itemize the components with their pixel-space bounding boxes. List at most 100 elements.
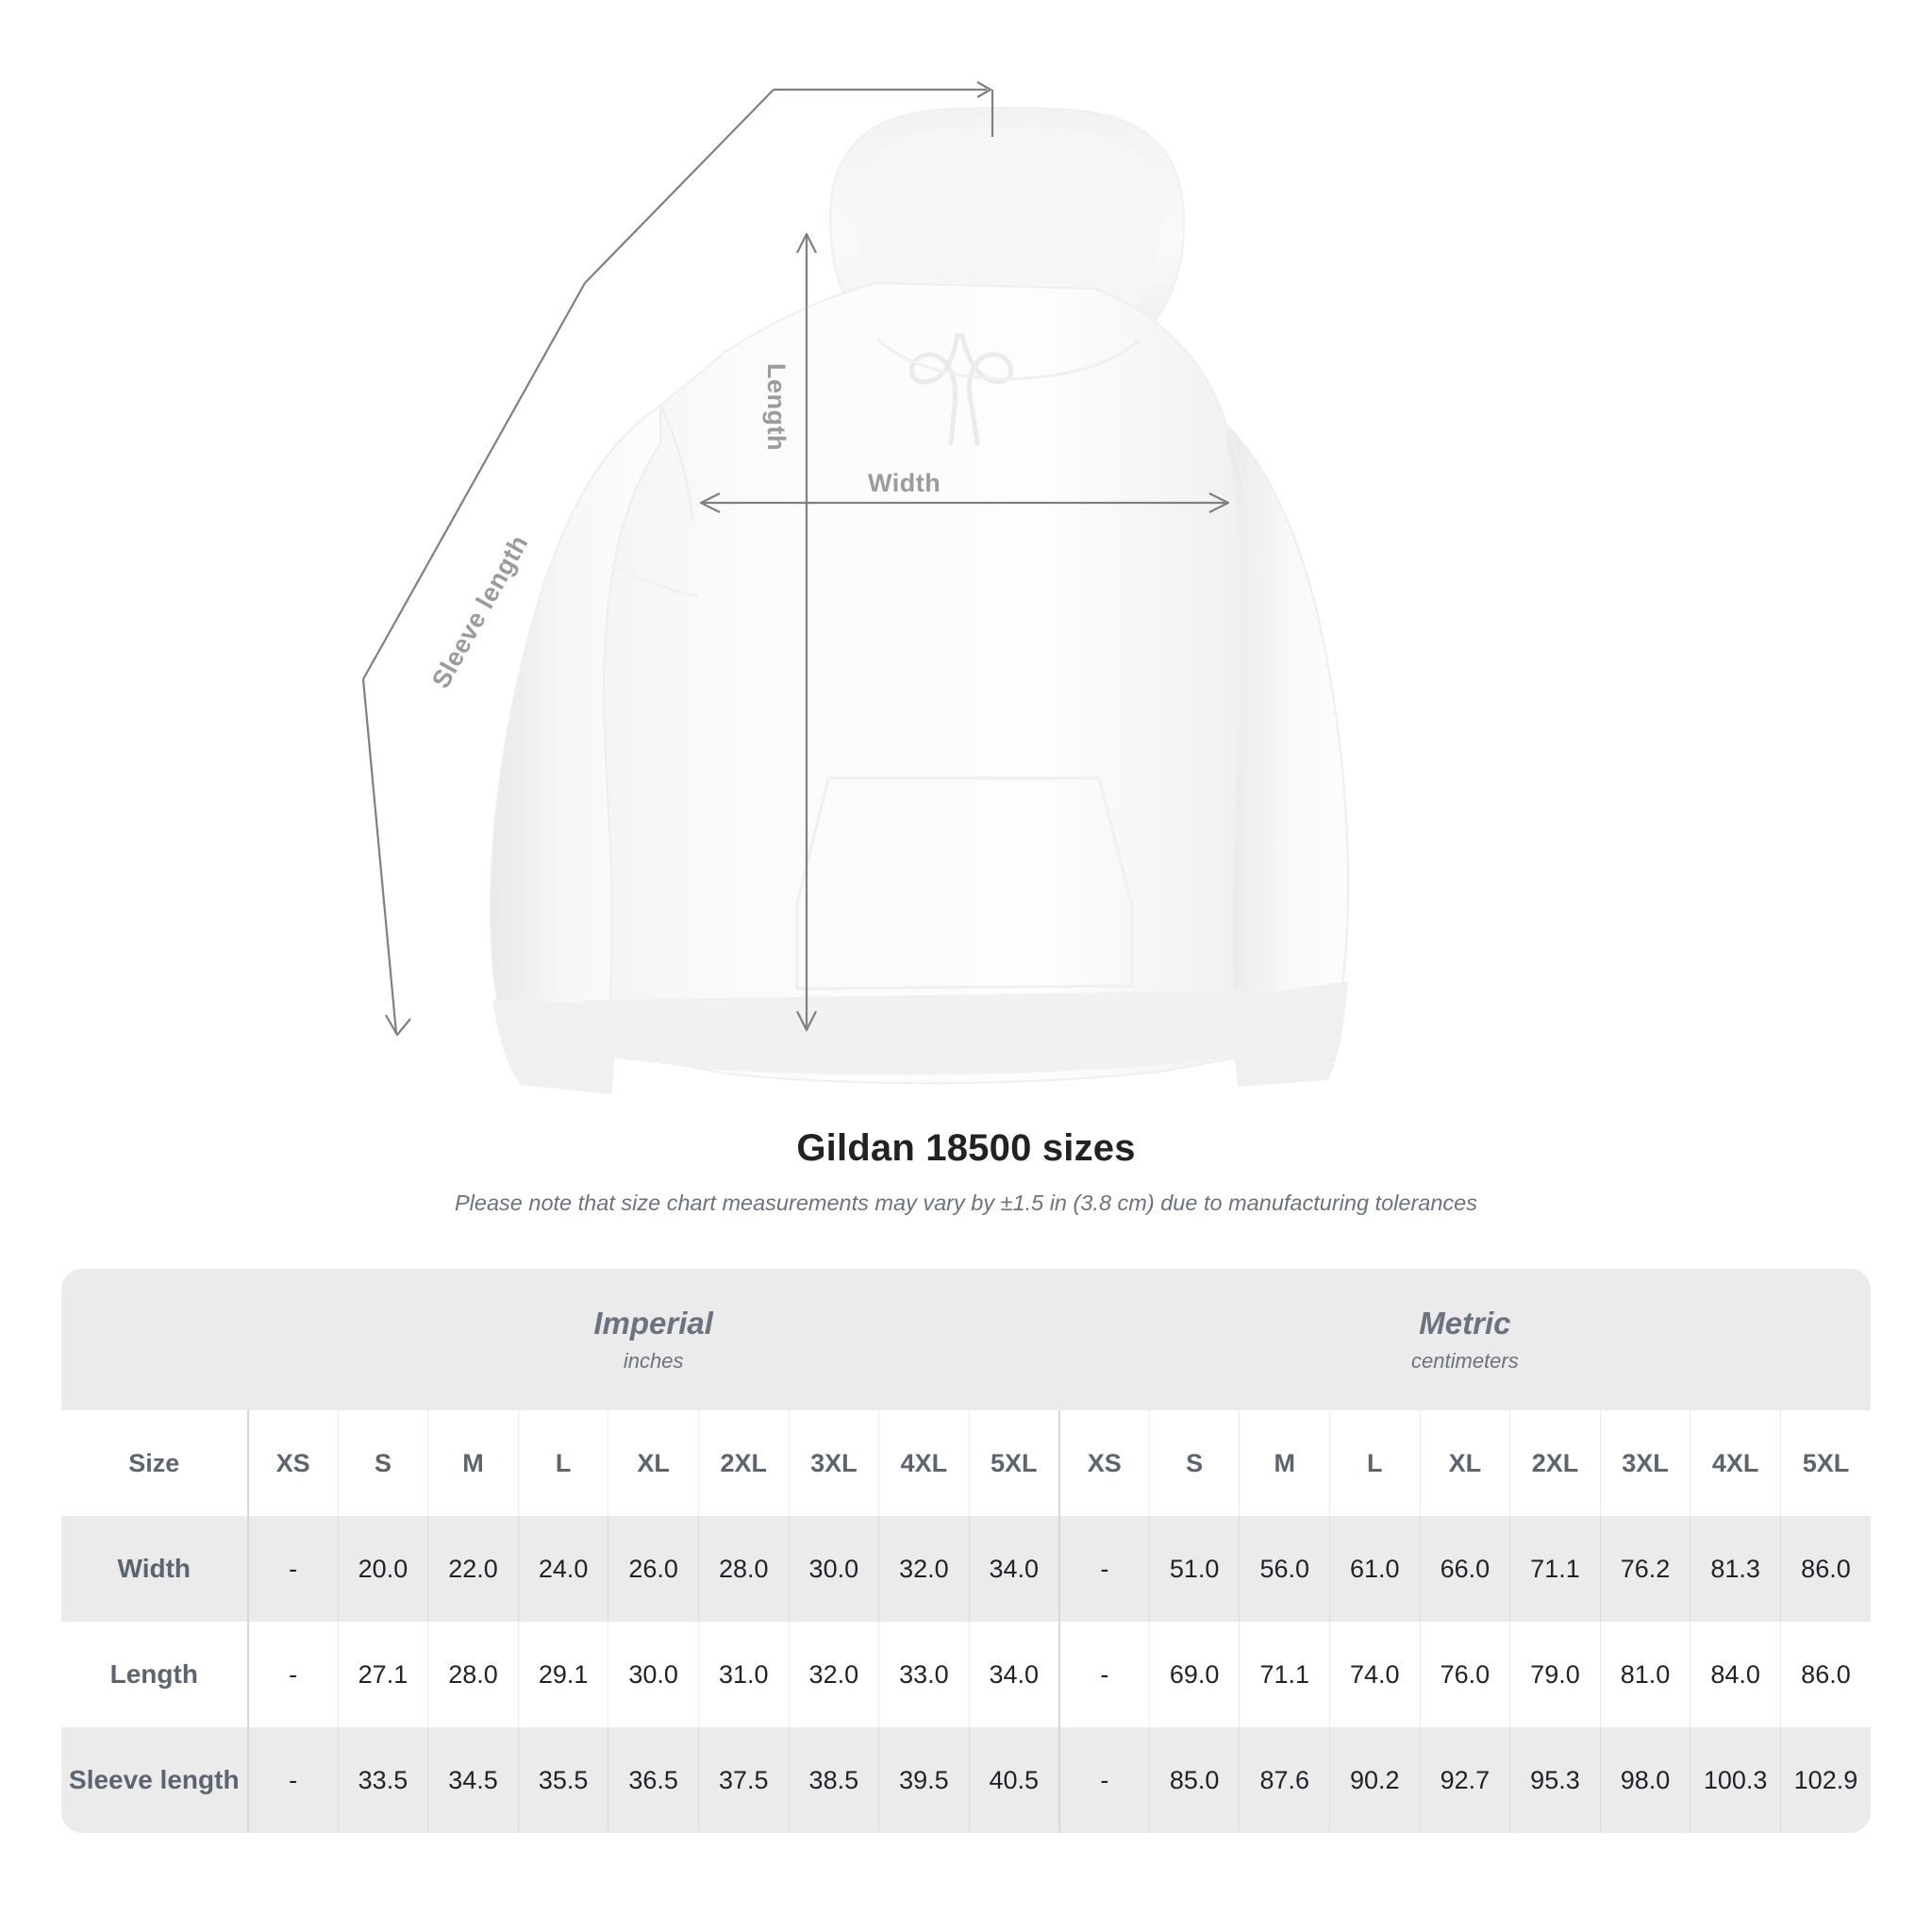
unit-group-imperial-sub: inches [623,1348,684,1373]
cell-sleeve-metric-4xl: 100.3 [1690,1727,1781,1833]
cell-length-metric-xl: 76.0 [1419,1622,1510,1727]
cell-sleeve-imperial-5xl: 40.5 [968,1727,1059,1833]
cell-width-imperial-5xl: 34.0 [968,1516,1059,1622]
unit-group-metric-name: Metric [1419,1306,1511,1341]
cell-sleeve-metric-3xl: 98.0 [1599,1727,1690,1833]
size-header-metric-4xl: 4XL [1690,1410,1781,1516]
cell-length-imperial-5xl: 34.0 [968,1622,1059,1727]
length-dimension-label: Length [762,363,791,451]
cell-length-imperial-2xl: 31.0 [697,1622,790,1727]
hoodie-shape [489,106,1350,1094]
cell-width-metric-s: 51.0 [1148,1516,1240,1622]
garment-diagram: Length Width Sleeve length [361,81,1350,1094]
cell-width-imperial-s: 20.0 [337,1516,428,1622]
cell-length-imperial-3xl: 32.0 [788,1622,879,1727]
cell-width-imperial-4xl: 32.0 [878,1516,970,1622]
size-header-metric-xs: XS [1058,1410,1150,1516]
cell-length-metric-l: 74.0 [1329,1622,1421,1727]
cell-sleeve-metric-s: 85.0 [1148,1727,1240,1833]
size-header-row: Size XS S M L XL 2XL 3XL 4XL 5XL XS S M … [61,1410,1871,1516]
hoodie-illustration [361,81,1350,1094]
width-dimension-label: Width [868,469,941,497]
size-table-container: Imperial inches Metric centimeters Size … [61,1269,1871,1833]
size-header-imperial-4xl: 4XL [878,1410,970,1516]
size-header-metric-5xl: 5XL [1779,1410,1871,1516]
size-header-label: Size [61,1410,248,1516]
measurement-lines [361,81,1230,1037]
cell-width-imperial-3xl: 30.0 [788,1516,879,1622]
table-row: Width - 20.0 22.0 24.0 26.0 28.0 30.0 32… [61,1516,1871,1622]
cell-width-metric-l: 61.0 [1329,1516,1421,1622]
cell-width-metric-m: 56.0 [1239,1516,1330,1622]
size-header-imperial-5xl: 5XL [968,1410,1059,1516]
cell-sleeve-imperial-xs: - [246,1727,339,1833]
cell-width-imperial-xs: - [246,1516,339,1622]
size-header-metric-l: L [1329,1410,1421,1516]
size-header-imperial-s: S [337,1410,428,1516]
cell-width-metric-3xl: 76.2 [1599,1516,1690,1622]
cell-width-metric-4xl: 81.3 [1690,1516,1781,1622]
title-block: Gildan 18500 sizes Please note that size… [0,1127,1932,1216]
cell-width-metric-xl: 66.0 [1419,1516,1510,1622]
cell-length-metric-xs: - [1058,1622,1150,1727]
unit-group-metric-sub: centimeters [1411,1348,1519,1373]
cell-length-imperial-m: 28.0 [427,1622,519,1727]
cell-sleeve-metric-xl: 92.7 [1419,1727,1510,1833]
size-header-metric-m: M [1239,1410,1330,1516]
size-header-metric-2xl: 2XL [1509,1410,1601,1516]
cell-width-metric-5xl: 86.0 [1779,1516,1871,1622]
size-header-metric-s: S [1148,1410,1240,1516]
page-title: Gildan 18500 sizes [796,1127,1136,1169]
size-header-imperial-2xl: 2XL [697,1410,790,1516]
unit-group-row: Imperial inches Metric centimeters [61,1269,1871,1410]
cell-sleeve-imperial-s: 33.5 [337,1727,428,1833]
unit-group-imperial: Imperial inches [247,1269,1059,1410]
cell-length-metric-5xl: 86.0 [1779,1622,1871,1727]
size-header-imperial-xl: XL [608,1410,699,1516]
row-label-length: Length [61,1622,248,1727]
cell-sleeve-metric-l: 90.2 [1329,1727,1421,1833]
cell-width-imperial-xl: 26.0 [608,1516,699,1622]
row-label-sleeve-length: Sleeve length [61,1727,248,1833]
cell-length-imperial-s: 27.1 [337,1622,428,1727]
cell-length-imperial-l: 29.1 [517,1622,608,1727]
cell-width-metric-xs: - [1058,1516,1150,1622]
size-header-imperial-l: L [517,1410,608,1516]
cell-length-metric-2xl: 79.0 [1509,1622,1601,1727]
cell-width-imperial-2xl: 28.0 [697,1516,790,1622]
size-header-metric-xl: XL [1419,1410,1510,1516]
cell-sleeve-imperial-4xl: 39.5 [878,1727,970,1833]
cell-length-metric-s: 69.0 [1148,1622,1240,1727]
row-label-width: Width [61,1516,248,1622]
size-table: Imperial inches Metric centimeters Size … [61,1269,1871,1833]
cell-sleeve-imperial-l: 35.5 [517,1727,608,1833]
cell-length-imperial-xl: 30.0 [608,1622,699,1727]
cell-width-imperial-m: 22.0 [427,1516,519,1622]
table-row: Length - 27.1 28.0 29.1 30.0 31.0 32.0 3… [61,1622,1871,1727]
cell-sleeve-imperial-3xl: 38.5 [788,1727,879,1833]
cell-length-metric-3xl: 81.0 [1599,1622,1690,1727]
cell-sleeve-metric-2xl: 95.3 [1509,1727,1601,1833]
cell-sleeve-metric-xs: - [1058,1727,1150,1833]
unit-group-imperial-name: Imperial [593,1306,713,1341]
unit-group-metric: Metric centimeters [1058,1269,1871,1410]
tolerance-note: Please note that size chart measurements… [455,1191,1477,1215]
cell-width-imperial-l: 24.0 [517,1516,608,1622]
cell-sleeve-imperial-2xl: 37.5 [697,1727,790,1833]
cell-length-metric-4xl: 84.0 [1690,1622,1781,1727]
size-header-metric-3xl: 3XL [1599,1410,1690,1516]
cell-sleeve-metric-5xl: 102.9 [1779,1727,1871,1833]
size-header-imperial-m: M [427,1410,519,1516]
cell-sleeve-imperial-m: 34.5 [427,1727,519,1833]
cell-length-imperial-4xl: 33.0 [878,1622,970,1727]
size-header-imperial-3xl: 3XL [788,1410,879,1516]
cell-sleeve-imperial-xl: 36.5 [608,1727,699,1833]
unit-corner-cell [61,1269,248,1410]
cell-length-metric-m: 71.1 [1239,1622,1330,1727]
cell-sleeve-metric-m: 87.6 [1239,1727,1330,1833]
cell-width-metric-2xl: 71.1 [1509,1516,1601,1622]
cell-length-imperial-xs: - [246,1622,339,1727]
size-header-imperial-xs: XS [246,1410,339,1516]
table-row: Sleeve length - 33.5 34.5 35.5 36.5 37.5… [61,1727,1871,1833]
